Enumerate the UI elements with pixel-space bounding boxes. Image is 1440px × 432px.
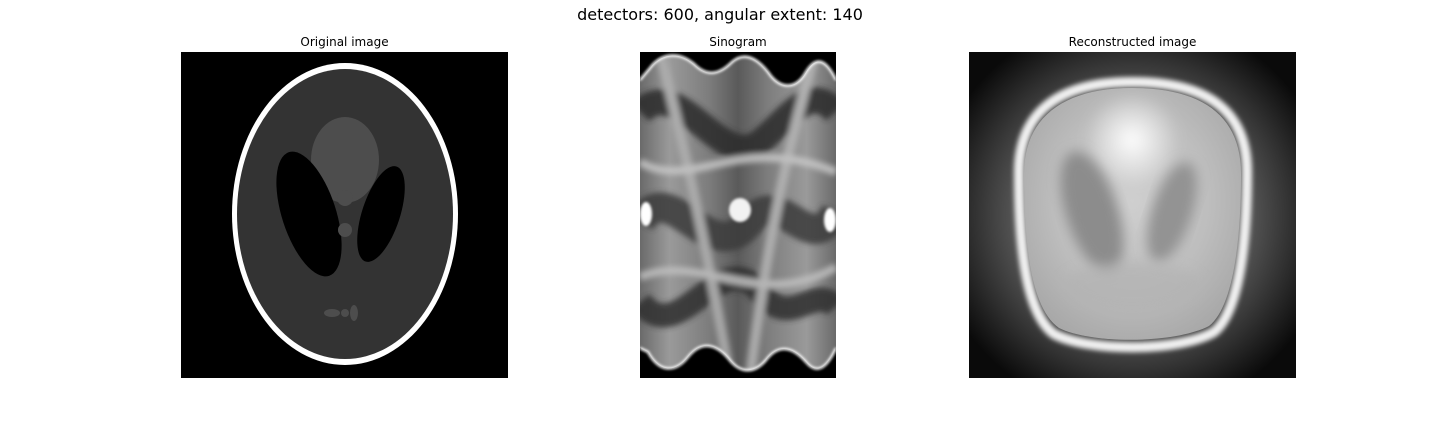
sinogram-title: Sinogram [709,35,767,49]
sinogram [640,52,836,378]
reconstructed-image-title: Reconstructed image [1068,35,1197,49]
original-image-title: Original image [300,35,389,49]
phantom-image-icon [181,52,508,378]
original-image [181,52,508,378]
sinogram-image-icon [640,52,836,378]
reconstructed-image [969,52,1296,378]
reconstruction-image-icon [969,52,1296,378]
figure-title: detectors: 600, angular extent: 140 [577,5,863,24]
